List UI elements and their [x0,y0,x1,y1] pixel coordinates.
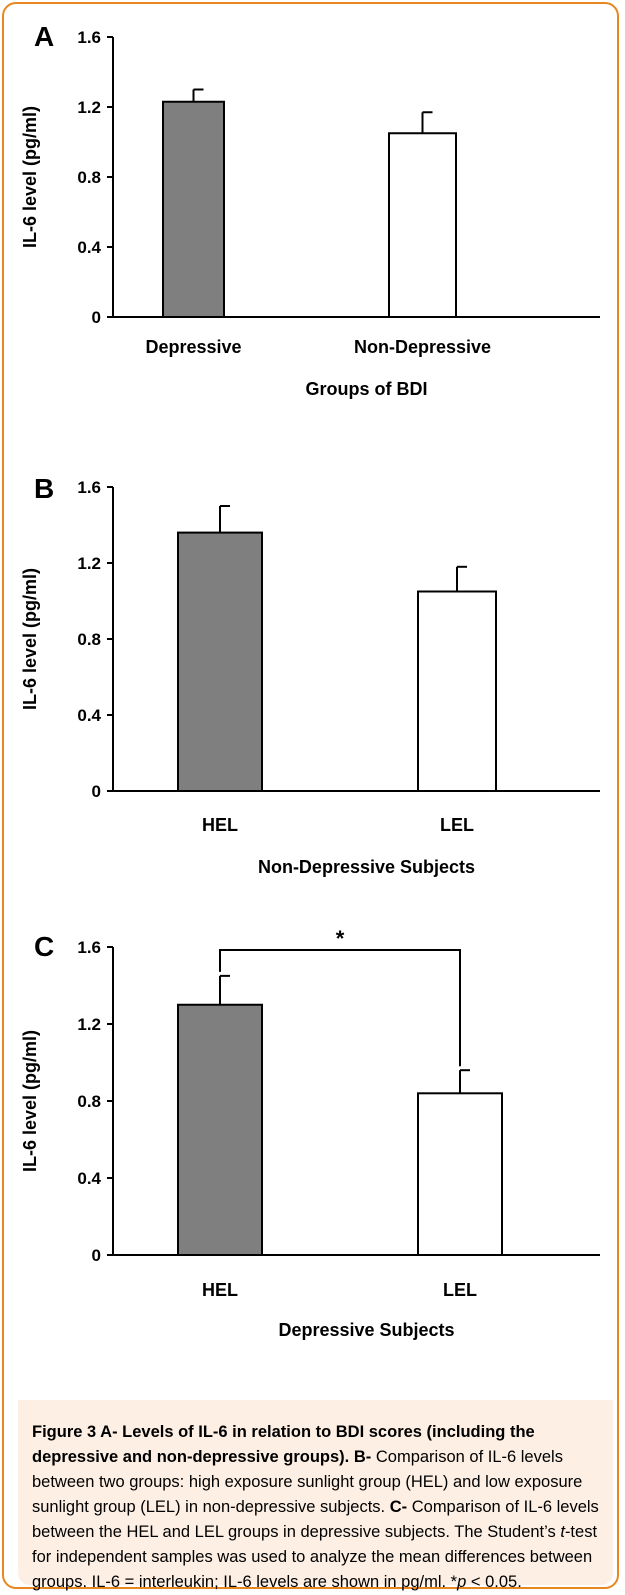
x-tick-label: Depressive [145,337,241,357]
y-tick-label: 0.4 [77,706,101,725]
y-tick-label: 1.2 [77,1015,101,1034]
significance-bracket [219,949,461,1067]
chart-panel-c: C IL-6 level (pg/ml) 0 0.4 0.8 1.2 1.6 HEL LEL De… [0,925,625,1390]
y-tick-label: 0 [92,1246,101,1265]
x-tick-label: HEL [202,1280,238,1300]
caption-c-label: C- [389,1498,408,1516]
y-tick-label: 0 [92,308,101,327]
y-tick-label: 0.8 [77,630,101,649]
bar-lel [417,1092,503,1256]
y-tick-label: 0 [92,782,101,801]
x-tick-label: LEL [440,815,474,835]
panel-label-b: B [34,473,54,504]
caption-c-text-3: < 0.05. [466,1573,522,1591]
bar-hel [177,1003,263,1256]
caption-c-text-p: p [457,1573,467,1591]
figure-caption: Figure 3 A- Levels of IL-6 in relation t… [18,1400,613,1591]
x-axis-title: Depressive Subjects [278,1320,454,1340]
bar-non-depressive [388,132,457,318]
panel-label-a: A [34,21,54,52]
y-tick-label: 1.6 [77,28,101,47]
x-tick-label: HEL [202,815,238,835]
y-tick-label: 0.4 [77,1169,101,1188]
y-tick-label: 0.8 [77,1092,101,1111]
chart-panel-b: B IL-6 level (pg/ml) 0 0.4 0.8 1.2 1.6 HEL LEL No… [0,470,625,890]
caption-b-label: B- [353,1448,372,1466]
caption-c-text-1: Comparison of IL-6 levels between the HE… [32,1498,599,1541]
panel-label-c: C [34,931,54,962]
y-axis-title: IL-6 level (pg/ml) [20,106,40,248]
caption-heading: Figure 3 A- Levels of IL-6 in relation t… [32,1423,535,1466]
caption-c-text-t: t [560,1523,565,1541]
y-tick-label: 1.2 [77,98,101,117]
chart-a-svg: A IL-6 level (pg/ml) 0 0.4 0.8 1.2 1.6 Depressi… [20,21,600,399]
x-tick-label: Non-Depressive [354,337,491,357]
y-tick-label: 1.2 [77,554,101,573]
x-tick-label: LEL [443,1280,477,1300]
bar-hel [177,531,263,792]
y-axis-title: IL-6 level (pg/ml) [20,1030,40,1172]
bar-depressive [162,100,225,318]
caption-b-text: Comparison of IL-6 levels between two gr… [32,1448,583,1516]
y-tick-label: 1.6 [77,938,101,957]
y-tick-label: 0.8 [77,168,101,187]
caption-c-text-2: -test for independent samples was used t… [32,1523,598,1591]
y-tick-label: 0.4 [77,238,101,257]
chart-panel-a: A IL-6 level (pg/ml) 0 0.4 0.8 1.2 1.6 Depressi… [0,12,625,442]
chart-c-svg: C IL-6 level (pg/ml) 0 0.4 0.8 1.2 1.6 HEL LEL De… [20,926,600,1340]
y-axis-title: IL-6 level (pg/ml) [20,568,40,710]
x-axis-title: Non-Depressive Subjects [258,857,475,877]
chart-b-svg: B IL-6 level (pg/ml) 0 0.4 0.8 1.2 1.6 HEL LEL No… [20,473,600,877]
x-axis-title: Groups of BDI [306,379,428,399]
significance-marker: * [336,926,345,951]
bar-lel [417,590,497,792]
y-tick-label: 1.6 [77,478,101,497]
